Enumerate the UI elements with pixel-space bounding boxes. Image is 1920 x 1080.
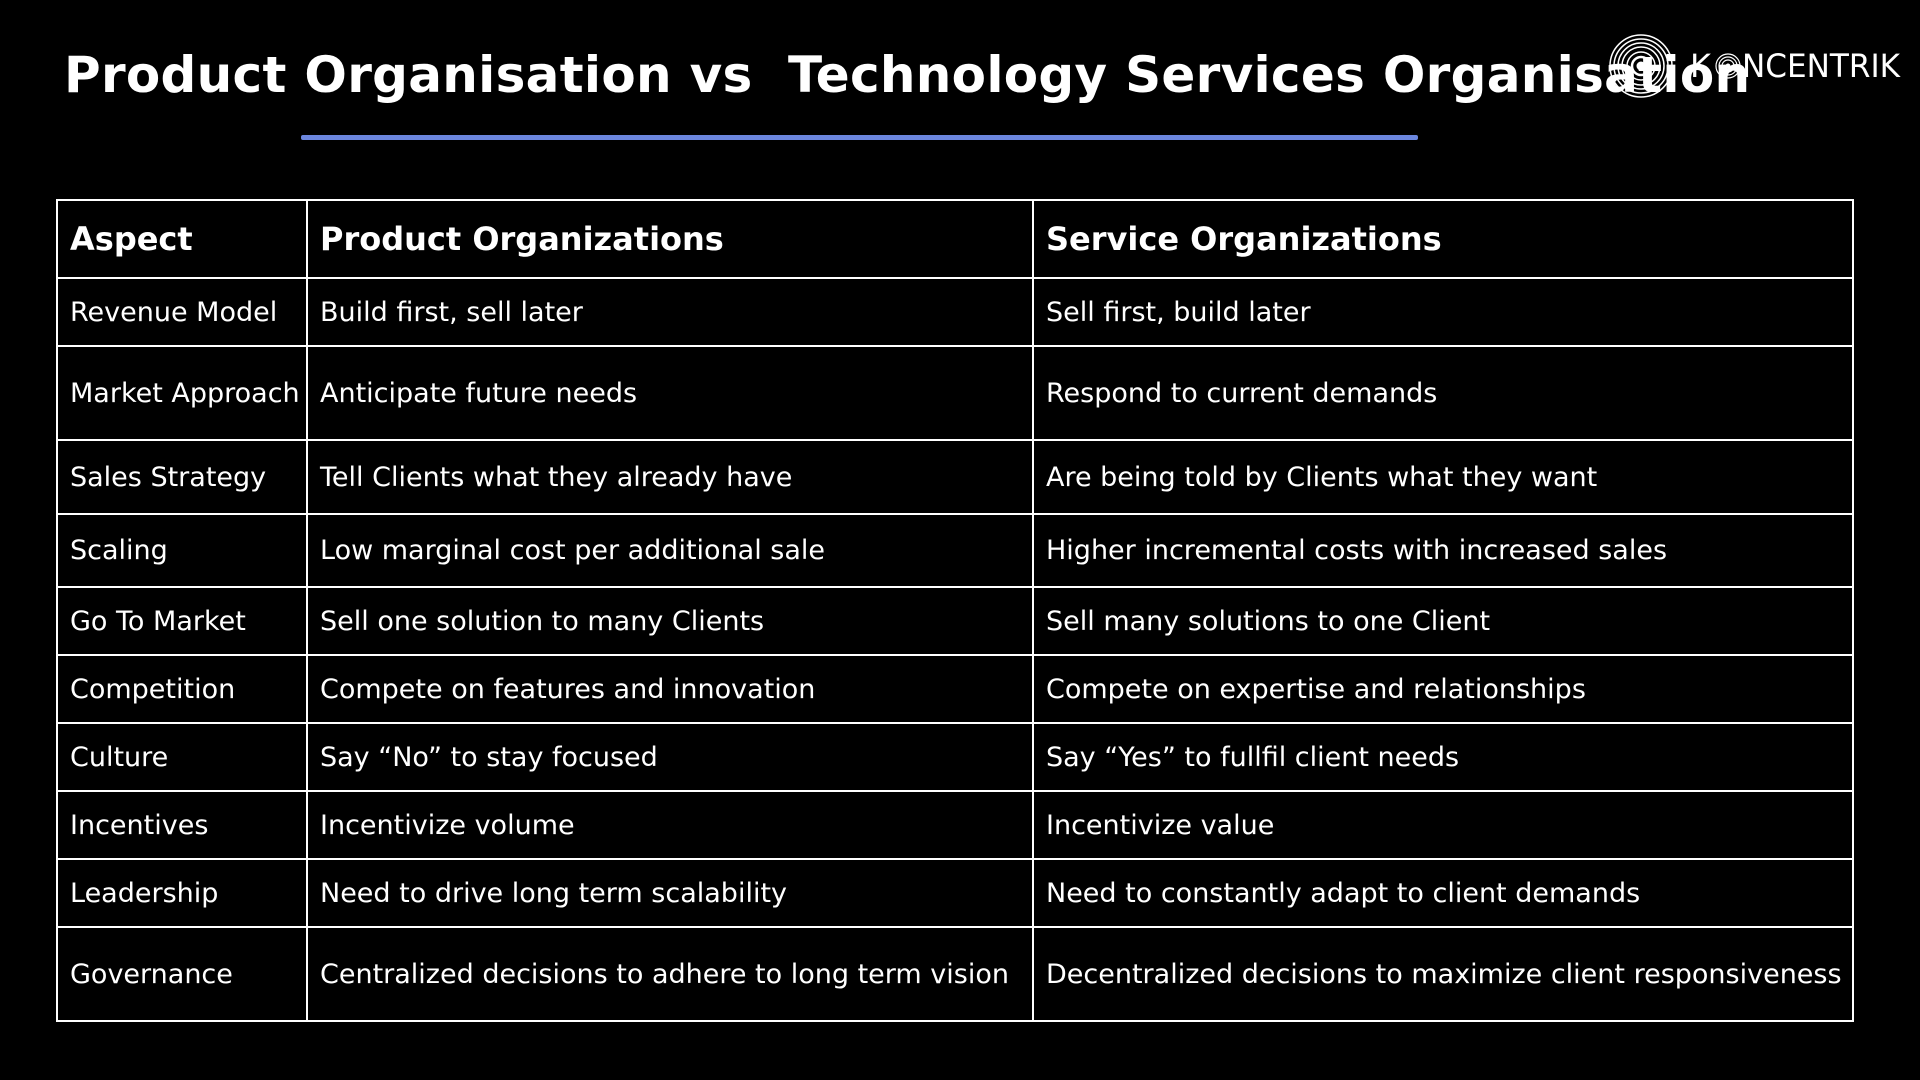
cell-product: Say “No” to stay focused xyxy=(306,722,1034,792)
cell-product: Need to drive long term scalability xyxy=(306,858,1034,928)
cell-aspect: Sales Strategy xyxy=(56,439,308,515)
cell-service: Compete on expertise and relationships xyxy=(1032,654,1854,724)
title-underline xyxy=(301,135,1418,140)
cell-service: Say “Yes” to fullfil client needs xyxy=(1032,722,1854,792)
table-header-row: Aspect Product Organizations Service Org… xyxy=(56,199,1854,279)
cell-product: Tell Clients what they already have xyxy=(306,439,1034,515)
slide-title: Product Organisation vs Technology Servi… xyxy=(64,46,1751,104)
cell-product: Anticipate future needs xyxy=(306,345,1034,441)
logo-wordmark-prefix: K xyxy=(1690,47,1712,85)
table-row: Culture Say “No” to stay focused Say “Ye… xyxy=(56,722,1854,792)
cell-product: Incentivize volume xyxy=(306,790,1034,860)
table-row: Sales Strategy Tell Clients what they al… xyxy=(56,439,1854,515)
cell-service: Incentivize value xyxy=(1032,790,1854,860)
cell-aspect: Market Approach xyxy=(56,345,308,441)
koncentrik-logo: K NCENTRIK xyxy=(1606,31,1906,101)
comparison-table: Aspect Product Organizations Service Org… xyxy=(56,199,1854,1022)
cell-service: Are being told by Clients what they want xyxy=(1032,439,1854,515)
table-row: Governance Centralized decisions to adhe… xyxy=(56,926,1854,1022)
logo-svg: K NCENTRIK xyxy=(1609,34,1901,98)
logo-wordmark-suffix: NCENTRIK xyxy=(1742,47,1901,85)
header-aspect: Aspect xyxy=(56,199,308,279)
cell-aspect: Scaling xyxy=(56,513,308,588)
logo-o-icon xyxy=(1715,53,1741,79)
header-product-organizations: Product Organizations xyxy=(306,199,1034,279)
table-row: Scaling Low marginal cost per additional… xyxy=(56,513,1854,588)
concentric-circles-icon xyxy=(1609,34,1673,98)
table-row: Competition Compete on features and inno… xyxy=(56,654,1854,724)
cell-service: Higher incremental costs with increased … xyxy=(1032,513,1854,588)
cell-service: Sell many solutions to one Client xyxy=(1032,586,1854,656)
table-row: Market Approach Anticipate future needs … xyxy=(56,345,1854,441)
cell-product: Sell one solution to many Clients xyxy=(306,586,1034,656)
cell-product: Compete on features and innovation xyxy=(306,654,1034,724)
cell-aspect: Incentives xyxy=(56,790,308,860)
cell-service: Decentralized decisions to maximize clie… xyxy=(1032,926,1854,1022)
cell-aspect: Leadership xyxy=(56,858,308,928)
cell-aspect: Governance xyxy=(56,926,308,1022)
cell-aspect: Go To Market xyxy=(56,586,308,656)
header-service-organizations: Service Organizations xyxy=(1032,199,1854,279)
cell-aspect: Competition xyxy=(56,654,308,724)
cell-product: Build first, sell later xyxy=(306,277,1034,347)
table-row: Leadership Need to drive long term scala… xyxy=(56,858,1854,928)
cell-product: Centralized decisions to adhere to long … xyxy=(306,926,1034,1022)
cell-aspect: Culture xyxy=(56,722,308,792)
table-row: Incentives Incentivize volume Incentiviz… xyxy=(56,790,1854,860)
cell-service: Need to constantly adapt to client deman… xyxy=(1032,858,1854,928)
table-row: Go To Market Sell one solution to many C… xyxy=(56,586,1854,656)
cell-service: Sell first, build later xyxy=(1032,277,1854,347)
table-row: Revenue Model Build first, sell later Se… xyxy=(56,277,1854,347)
cell-aspect: Revenue Model xyxy=(56,277,308,347)
cell-service: Respond to current demands xyxy=(1032,345,1854,441)
cell-product: Low marginal cost per additional sale xyxy=(306,513,1034,588)
